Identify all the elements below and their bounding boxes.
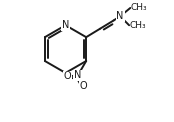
- Text: O: O: [80, 81, 88, 91]
- Text: O: O: [64, 71, 72, 81]
- Text: N: N: [116, 11, 124, 21]
- Text: CH₃: CH₃: [129, 21, 146, 30]
- Text: N: N: [62, 20, 69, 30]
- Text: N: N: [74, 70, 82, 80]
- Text: CH₃: CH₃: [130, 3, 147, 12]
